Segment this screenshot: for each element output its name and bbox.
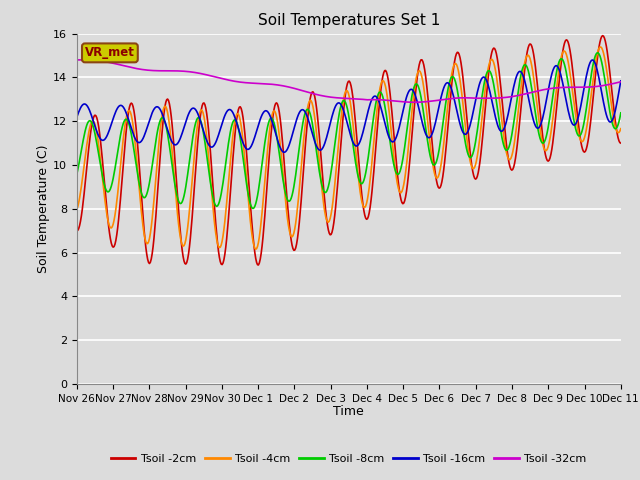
Tsoil -32cm [75,57,83,63]
Y-axis label: Soil Temperature (C): Soil Temperature (C) [37,144,50,273]
Tsoil -4cm [213,236,221,242]
Tsoil -32cm [170,68,178,74]
Tsoil -8cm [617,110,625,116]
Tsoil -16cm [394,128,402,134]
Tsoil -2cm [169,132,177,138]
Line: Tsoil -4cm: Tsoil -4cm [77,47,621,249]
Tsoil -8cm [213,204,221,209]
Tsoil -4cm [617,126,625,132]
Tsoil -16cm [213,137,221,143]
Tsoil -2cm [73,228,81,234]
Tsoil -2cm [394,179,402,185]
Tsoil -32cm [411,99,419,105]
Line: Tsoil -8cm: Tsoil -8cm [77,53,621,208]
Tsoil -32cm [73,57,81,63]
Line: Tsoil -16cm: Tsoil -16cm [77,60,621,152]
Tsoil -16cm [617,78,625,84]
Tsoil -16cm [320,143,328,149]
Tsoil -16cm [589,57,596,63]
Tsoil -8cm [394,171,402,177]
Tsoil -8cm [483,69,491,75]
Tsoil -4cm [73,207,81,213]
Tsoil -2cm [255,262,262,268]
Tsoil -8cm [169,169,177,175]
Legend: Tsoil -2cm, Tsoil -4cm, Tsoil -8cm, Tsoil -16cm, Tsoil -32cm: Tsoil -2cm, Tsoil -4cm, Tsoil -8cm, Tsoi… [106,449,591,468]
Text: VR_met: VR_met [85,47,135,60]
Tsoil -2cm [320,188,328,194]
Title: Soil Temperatures Set 1: Soil Temperatures Set 1 [258,13,440,28]
Tsoil -2cm [599,33,607,38]
Tsoil -2cm [437,182,445,188]
Tsoil -2cm [213,231,221,237]
Tsoil -16cm [483,80,491,85]
Tsoil -8cm [437,135,445,141]
Tsoil -8cm [593,50,601,56]
Line: Tsoil -2cm: Tsoil -2cm [77,36,621,265]
Tsoil -2cm [483,83,491,89]
Tsoil -32cm [320,93,328,99]
Tsoil -32cm [617,79,625,84]
Tsoil -4cm [252,246,260,252]
Tsoil -32cm [484,96,492,101]
Tsoil -16cm [169,141,177,146]
Tsoil -8cm [249,205,257,211]
Tsoil -4cm [169,160,177,166]
Tsoil -4cm [597,44,605,50]
Tsoil -16cm [437,95,445,100]
Tsoil -4cm [483,71,491,76]
Tsoil -32cm [214,74,221,80]
Tsoil -16cm [280,149,288,155]
Tsoil -4cm [437,162,445,168]
Tsoil -2cm [617,140,625,146]
Tsoil -16cm [73,114,81,120]
Tsoil -4cm [320,203,328,208]
Line: Tsoil -32cm: Tsoil -32cm [77,60,621,102]
Tsoil -32cm [438,97,445,103]
Tsoil -8cm [73,171,81,177]
Tsoil -32cm [394,98,402,104]
Tsoil -8cm [320,188,328,194]
Tsoil -4cm [394,185,402,191]
X-axis label: Time: Time [333,405,364,418]
